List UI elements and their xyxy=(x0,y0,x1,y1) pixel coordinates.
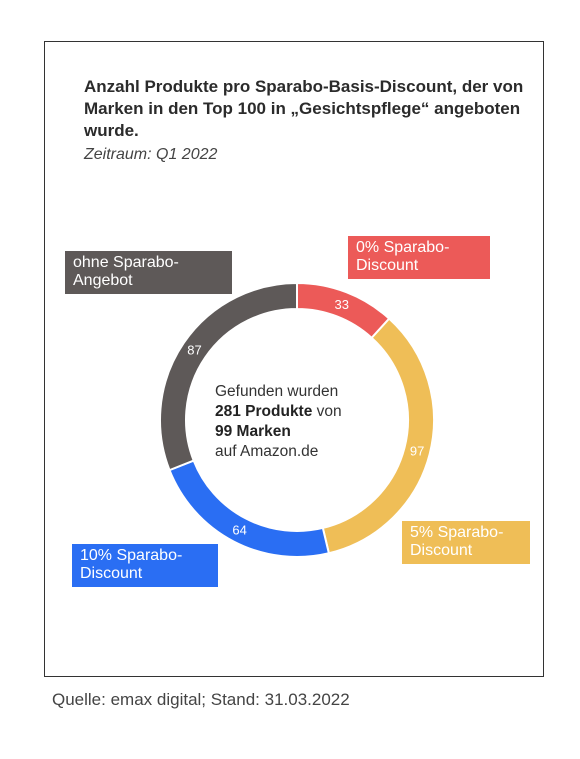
center-line-2: 281 Produkte von xyxy=(215,402,385,422)
center-brands-count: 99 Marken xyxy=(215,423,291,440)
slice-value-label: 87 xyxy=(187,343,201,358)
legend-label-5-percent: 5% Sparabo-Discount xyxy=(402,521,530,564)
center-products-rest: von xyxy=(312,403,342,420)
donut-slice xyxy=(168,459,331,558)
slice-value-label: 64 xyxy=(232,522,246,537)
center-line-3: 99 Marken xyxy=(215,422,385,442)
center-line-4: auf Amazon.de xyxy=(215,443,319,460)
legend-label-10-percent: 10% Sparabo-Discount xyxy=(72,544,218,587)
center-products-count: 281 Produkte xyxy=(215,403,313,420)
chart-title: Anzahl Produkte pro Sparabo-Basis-Discou… xyxy=(84,77,524,140)
slice-value-label: 97 xyxy=(410,443,424,458)
center-line-1: Gefunden wurden xyxy=(215,383,339,400)
slice-value-label: 33 xyxy=(334,297,348,312)
legend-label-ohne-sparabo: ohne Sparabo-Angebot xyxy=(65,251,232,294)
legend-label-0-percent: 0% Sparabo-Discount xyxy=(348,236,490,279)
chart-subtitle: Zeitraum: Q1 2022 xyxy=(84,146,218,163)
source-note: Quelle: emax digital; Stand: 31.03.2022 xyxy=(52,690,350,709)
donut-center-text: Gefunden wurden 281 Produkte von 99 Mark… xyxy=(215,382,385,462)
donut-slice xyxy=(159,281,298,472)
